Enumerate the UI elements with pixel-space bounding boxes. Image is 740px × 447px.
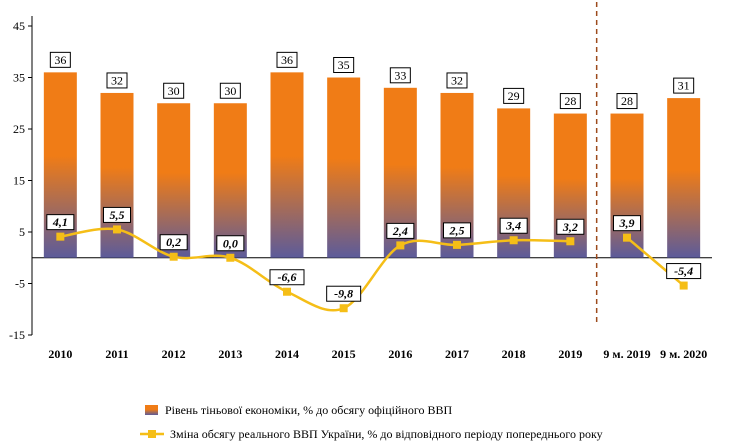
line-marker [453, 240, 461, 249]
bar-value-label: 36 [281, 53, 293, 67]
x-tick-label: 9 м. 2020 [660, 347, 707, 361]
line-value-label: -9,8 [334, 287, 353, 301]
bar-label-box [49, 51, 71, 68]
bar [270, 72, 304, 258]
line-marker [226, 253, 235, 262]
line-label-box [326, 285, 362, 302]
bar [157, 103, 191, 258]
bar-label-box [673, 77, 695, 94]
legend-bar-label: Рівень тіньової економіки, % до обсягу о… [165, 403, 452, 417]
x-tick-label: 2011 [105, 347, 128, 361]
line-label-box [103, 206, 131, 223]
line-marker [169, 252, 178, 261]
y-tick-label: -15 [9, 328, 25, 342]
x-tick-label: 2017 [445, 347, 469, 361]
x-tick-label: 2019 [558, 347, 582, 361]
legend-bar-swatch [145, 405, 158, 415]
line-marker [283, 287, 291, 296]
x-tick-label: 2013 [218, 347, 242, 361]
line-value-label: 4,1 [52, 215, 68, 229]
bar [327, 77, 361, 258]
bar-label-box [446, 72, 468, 89]
bar-value-label: 29 [508, 89, 520, 103]
bar-label-box [219, 82, 241, 99]
bar-label-box [559, 93, 581, 110]
line-label-box [46, 214, 75, 231]
line-marker [623, 233, 631, 242]
bar-label-box [106, 72, 128, 89]
line-marker [679, 281, 688, 290]
axes: 45 35 25 15 5 -5 -15 2010 2011 2012 2013 2014 2015 20… [9, 2, 712, 361]
y-tick-label: 25 [13, 122, 25, 136]
bar-value-label: 28 [564, 94, 576, 108]
line-marker [113, 225, 121, 234]
y-tick-label: 35 [13, 71, 25, 85]
x-tick-label: 2010 [48, 347, 72, 361]
y-tick-label: 15 [13, 174, 25, 188]
line-marker [56, 232, 65, 241]
x-tick-label: 2015 [332, 347, 356, 361]
line-series [56, 225, 688, 313]
bar [497, 108, 531, 258]
bar [213, 103, 247, 258]
line-value-label: 0,2 [166, 235, 181, 249]
data-labels: 36 32 30 30 36 35 33 32 29 28 28 31 4,1 5,5 0,2 0,0 -6,6… [46, 51, 702, 302]
line-label-box [216, 235, 245, 252]
line-value-label: 3,9 [619, 216, 635, 230]
line-label-box [613, 215, 641, 232]
bar-value-label: 33 [394, 68, 406, 82]
line-value-label: 2,4 [392, 224, 408, 238]
line-label-box [556, 218, 585, 235]
line-value-label: 2,5 [449, 223, 465, 237]
line-value-label: -5,4 [674, 264, 693, 278]
line-value-label: 3,4 [505, 219, 521, 233]
line-marker [339, 304, 348, 313]
bar-value-label: 32 [451, 73, 463, 87]
line-label-box [443, 222, 471, 239]
x-tick-label: 2018 [502, 347, 526, 361]
x-tick-label: 2012 [162, 347, 186, 361]
bar [667, 98, 701, 258]
bar-value-label: 35 [338, 58, 350, 72]
line-label-box [269, 269, 305, 286]
bar-series [43, 72, 701, 258]
line-value-label: -6,6 [278, 270, 297, 284]
legend-line-label: Зміна обсягу реального ВВП України, % до… [170, 427, 603, 441]
y-tick-label: -5 [15, 277, 25, 291]
line-value-label: 5,5 [110, 208, 125, 222]
bar-value-label: 36 [54, 53, 66, 67]
bar-label-box [333, 57, 355, 73]
bar-value-label: 30 [168, 84, 180, 98]
legend: Рівень тіньової економіки, % до обсягу о… [140, 403, 603, 441]
line-label-box [159, 234, 188, 251]
line-marker [509, 236, 518, 245]
bar-value-label: 32 [111, 73, 123, 87]
bar-value-label: 31 [678, 79, 690, 93]
line-value-label: 0,0 [223, 236, 238, 250]
line-value-label: 3,2 [562, 220, 578, 234]
x-tick-label: 9 м. 2019 [603, 347, 650, 361]
bar [553, 113, 587, 258]
x-tick-label: 2016 [388, 347, 412, 361]
line-label-box [666, 263, 702, 280]
line-marker [396, 241, 405, 250]
bar-label-box [163, 82, 185, 99]
y-tick-label: 5 [19, 225, 25, 239]
bar-value-label: 30 [224, 84, 236, 98]
x-tick-label: 2014 [275, 347, 299, 361]
bar-label-box [276, 51, 298, 68]
line-segment [60, 227, 571, 312]
line-label-box [499, 217, 528, 234]
legend-line-marker [148, 430, 156, 438]
bar-label-box [503, 87, 525, 104]
bar-label-box [616, 93, 638, 110]
y-tick-label: 45 [13, 19, 25, 33]
line-label-box [386, 222, 415, 239]
line-marker [566, 237, 575, 246]
bar-value-label: 28 [621, 94, 633, 108]
bar-label-box [389, 67, 411, 84]
